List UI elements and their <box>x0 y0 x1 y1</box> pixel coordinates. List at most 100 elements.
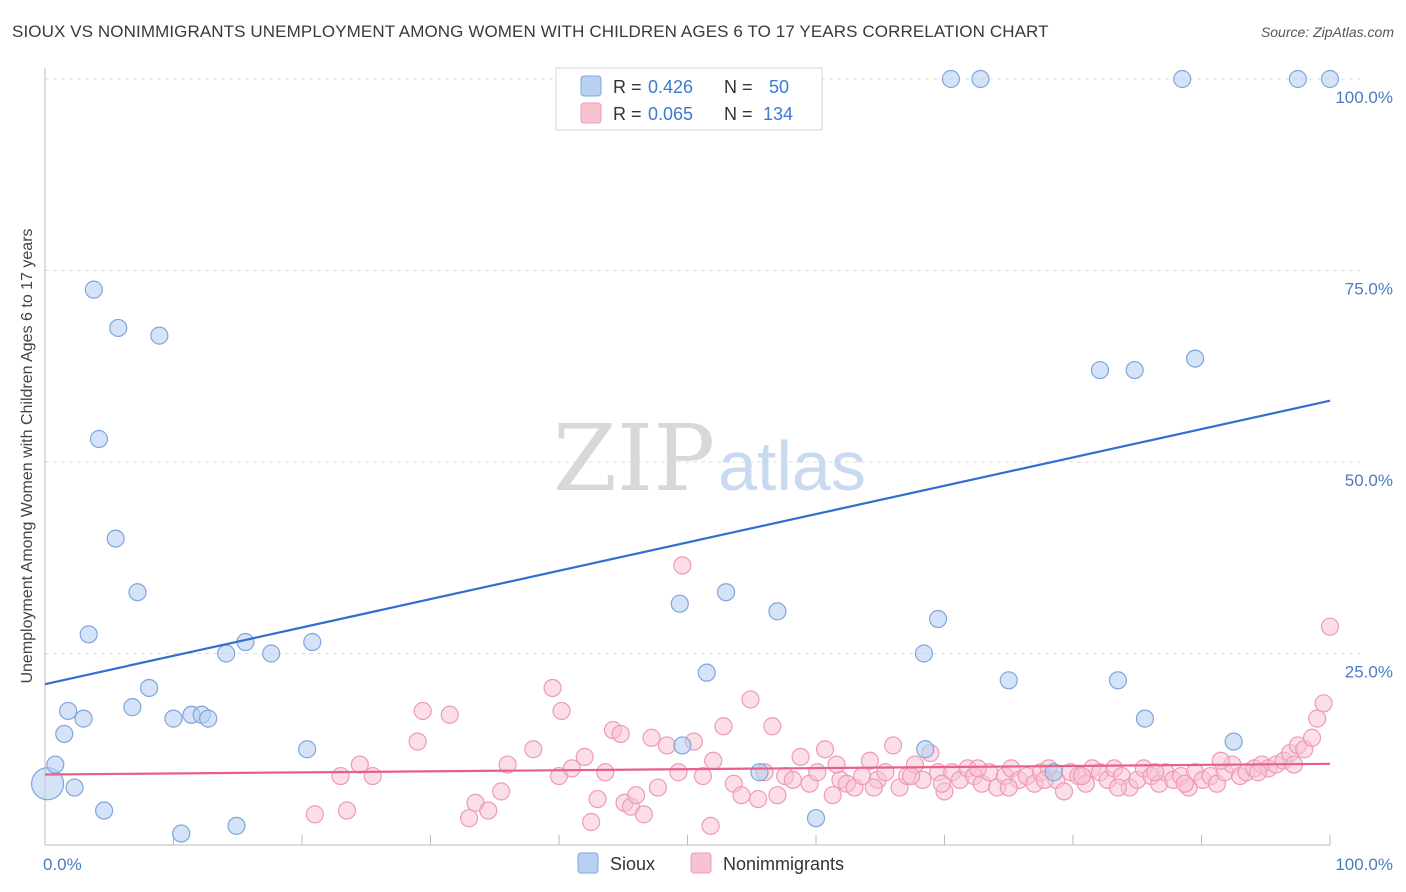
sioux-point <box>95 801 114 820</box>
sioux-point <box>262 644 281 663</box>
sioux-point <box>74 709 93 728</box>
nonimmigrants-point <box>642 728 661 747</box>
sioux-point <box>1288 69 1307 89</box>
sioux-point <box>106 529 125 548</box>
nonimmigrants-point <box>440 705 459 724</box>
sioux-point <box>109 318 128 338</box>
nonimmigrants-point <box>827 755 846 774</box>
sioux-point <box>806 809 826 828</box>
nonimmigrants-point <box>823 786 842 805</box>
nonimmigrants-point <box>492 782 511 801</box>
chart-title: SIOUX VS NONIMMIGRANTS UNEMPLOYMENT AMON… <box>12 22 1049 41</box>
nonimmigrants-point <box>1320 617 1340 636</box>
sioux-point <box>199 709 218 728</box>
nonimmigrants-point <box>1314 694 1333 713</box>
nonimmigrants-point <box>883 736 903 755</box>
nonimmigrants-point <box>808 763 827 782</box>
nonimmigrants-point <box>860 751 880 770</box>
legend-r-value-nonimmigrants: 0.065 <box>648 104 693 124</box>
watermark-zip: ZIP <box>553 405 715 512</box>
nonimmigrants-point <box>1054 782 1074 801</box>
bottom-legend: Sioux Nonimmigrants <box>577 852 844 874</box>
nonimmigrants-point <box>701 816 720 835</box>
legend-n-value-sioux: 50 <box>769 77 789 97</box>
sioux-point <box>84 280 103 299</box>
x-tick-label: 100.0% <box>1335 855 1393 874</box>
nonimmigrants-point <box>1308 709 1327 728</box>
nonimmigrants-point <box>543 678 562 698</box>
nonimmigrants-point <box>305 805 324 824</box>
bottom-legend-swatch-sioux <box>577 852 599 874</box>
trend-lines <box>44 399 1331 776</box>
sioux-point <box>1135 709 1155 728</box>
nonimmigrants-point <box>552 701 571 721</box>
sioux-point <box>150 326 169 345</box>
sioux-point <box>65 778 84 797</box>
nonimmigrants-point <box>562 759 581 778</box>
sioux-point <box>1044 763 1063 782</box>
sioux-point <box>1173 69 1192 89</box>
sioux-point <box>914 644 934 663</box>
sioux-point <box>670 594 689 613</box>
nonimmigrants-point <box>337 801 357 820</box>
sioux-point <box>750 763 769 782</box>
sioux-point <box>55 724 74 744</box>
sioux-point <box>123 698 142 717</box>
nonimmigrants-point <box>693 766 713 786</box>
sioux-point <box>59 701 78 721</box>
nonimmigrants-point <box>741 690 760 709</box>
nonimmigrants-points <box>305 556 1340 835</box>
nonimmigrants-point <box>1211 751 1230 770</box>
nonimmigrants-point <box>749 789 768 809</box>
x-tick-labels: 0.0% 100.0% <box>43 855 1393 874</box>
sioux-point <box>916 740 935 759</box>
nonimmigrants-point <box>783 770 802 789</box>
legend-r-label-nonimmigrants: R = <box>613 104 642 124</box>
legend-r-label-sioux: R = <box>613 77 642 97</box>
nonimmigrants-point <box>596 763 615 782</box>
nonimmigrants-point <box>331 766 350 786</box>
nonimmigrants-point <box>768 786 787 805</box>
legend-swatch-sioux <box>580 75 602 97</box>
sioux-point <box>768 602 787 621</box>
nonimmigrants-point <box>1302 728 1322 747</box>
sioux-point <box>139 678 159 698</box>
sioux-point <box>1108 671 1128 690</box>
sioux-point <box>1125 360 1144 380</box>
sioux-point <box>298 740 317 759</box>
sioux-points <box>30 69 1340 843</box>
nonimmigrants-point <box>704 751 723 770</box>
sioux-point <box>1224 732 1243 751</box>
legend-r-value-sioux: 0.426 <box>648 77 693 97</box>
nonimmigrants-point <box>669 763 688 782</box>
sioux-point <box>128 583 147 602</box>
y-tick-label: 100.0% <box>1335 88 1393 107</box>
sioux-point <box>999 671 1018 690</box>
sioux-point <box>303 632 322 652</box>
nonimmigrants-point <box>363 766 382 786</box>
nonimmigrants-point <box>1175 774 1194 793</box>
grid-lines <box>45 78 1360 654</box>
nonimmigrants-point <box>1108 778 1128 797</box>
bottom-legend-label-nonimmigrants: Nonimmigrants <box>723 854 844 874</box>
x-tick-label: 0.0% <box>43 855 82 874</box>
nonimmigrants-point <box>408 732 427 751</box>
nonimmigrants-point <box>575 747 594 767</box>
nonimmigrants-point <box>498 755 517 774</box>
sioux-point <box>89 429 109 449</box>
nonimmigrants-point <box>901 766 921 786</box>
sioux-point <box>971 69 990 89</box>
nonimmigrants-point <box>350 755 369 774</box>
axes <box>44 68 1331 846</box>
sioux-point <box>928 609 948 629</box>
legend-n-value-nonimmigrants: 134 <box>763 104 793 124</box>
nonimmigrants-point <box>479 801 498 820</box>
nonimmigrants-point <box>582 812 601 832</box>
chart-source: Source: ZipAtlas.com <box>1260 24 1394 40</box>
sioux-point <box>941 69 961 89</box>
nonimmigrants-point <box>611 724 630 744</box>
legend-n-label-sioux: N = <box>724 77 753 97</box>
legend: R = 0.426 N = 50 R = 0.065 N = 134 <box>555 67 823 131</box>
nonimmigrants-point <box>1146 763 1165 782</box>
